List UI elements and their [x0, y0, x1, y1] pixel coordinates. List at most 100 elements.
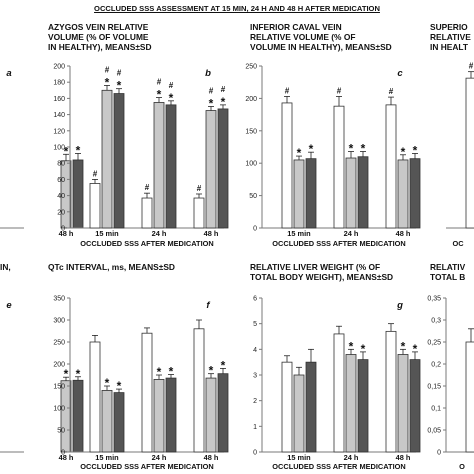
- panel8-y-tick-label: 0,25: [427, 340, 441, 347]
- panel3-significance-mark: *: [349, 142, 354, 156]
- panel2-significance-mark: *: [221, 95, 226, 109]
- panel8-x-axis-label: O: [459, 462, 465, 471]
- panel1-significance-mark: *: [64, 144, 69, 158]
- panel6-y-tick-label: 50: [57, 428, 65, 435]
- panel5-significance-mark: *: [64, 367, 69, 381]
- panel3-bar: [345, 157, 357, 229]
- panel7-y-tick-label: 2: [253, 398, 257, 405]
- panel6-bar: [89, 341, 101, 453]
- panel4-title-line: SUPERIO: [430, 22, 468, 32]
- panel2-bar: [193, 197, 205, 229]
- panel8-title-line: RELATIV: [430, 262, 466, 272]
- panel6-bar: [205, 377, 217, 453]
- panel3-significance-mark: *: [309, 142, 314, 156]
- panel7-bar: [281, 361, 293, 453]
- panel7-y-tick-label: 3: [253, 373, 257, 380]
- panel6-y-tick-label: 100: [53, 406, 65, 413]
- panel3-significance-mark: *: [413, 143, 418, 157]
- panel2-category-label: 15 min: [95, 229, 119, 238]
- panel3-y-tick-label: 150: [245, 128, 257, 135]
- panel6-y-tick-label: 250: [53, 340, 65, 347]
- panel3-bar: [397, 159, 409, 229]
- panel5-bar: [72, 379, 84, 453]
- panel2-category-label: 48 h: [204, 229, 219, 238]
- panel3-significance-mark: #: [389, 87, 394, 96]
- panel6-y-tick-label: 350: [53, 296, 65, 303]
- panel8-y-tick-label: 0,1: [431, 406, 441, 413]
- panel6-bar: [141, 332, 153, 453]
- panel4-bar: [465, 77, 474, 229]
- panel7-y-tick-label: 6: [253, 296, 257, 303]
- panel3-significance-mark: #: [285, 86, 290, 95]
- panel6-x-axis-label: OCCLUDED SSS AFTER MEDICATION: [80, 462, 213, 471]
- panel2-y-tick-label: 140: [53, 112, 65, 119]
- page-title: OCCLUDED SSS ASSESSMENT AT 15 MIN, 24 H …: [94, 4, 380, 13]
- panel3-significance-mark: *: [361, 142, 366, 156]
- panel3-letter: c: [397, 68, 403, 79]
- panel7-category-label: 48 h: [396, 453, 411, 462]
- panel8-title-line: TOTAL B: [430, 272, 465, 282]
- panel3-category-label: 15 min: [287, 229, 311, 238]
- panel3-y-tick-label: 0: [253, 226, 257, 233]
- panel2-y-tick-label: 120: [53, 128, 65, 135]
- panel7-bar: [385, 330, 397, 453]
- panel6-y-tick-label: 0: [61, 450, 65, 457]
- panel6-significance-mark: *: [209, 364, 214, 378]
- panel4-title-line: RELATIVE: [430, 32, 471, 42]
- panel3-bar: [357, 156, 369, 229]
- panel7-y-tick-label: 5: [253, 321, 257, 328]
- panel4-title-line: IN HEALT: [430, 42, 469, 52]
- panel6-significance-mark: *: [105, 376, 110, 390]
- panel6-letter: f: [206, 300, 210, 311]
- panel6-category-label: 48 h: [204, 453, 219, 462]
- panel3-y-tick-label: 250: [245, 64, 257, 71]
- panel5-category-label: 48 h: [59, 453, 74, 462]
- panel8-y-tick-label: 0,05: [427, 428, 441, 435]
- panel2-category-label: 24 h: [152, 229, 167, 238]
- panel6-category-label: 24 h: [152, 453, 167, 462]
- panel7-bar: [333, 333, 345, 453]
- panel4-significance-mark: #: [469, 62, 474, 71]
- panel6-bar: [165, 377, 177, 453]
- panel3-x-axis-label: OCCLUDED SSS AFTER MEDICATION: [272, 239, 405, 248]
- panel2-bar: [153, 102, 165, 229]
- panel7-significance-mark: *: [361, 342, 366, 356]
- panel2-y-tick-label: 60: [57, 177, 65, 184]
- panel3-y-tick-label: 50: [249, 193, 257, 200]
- panel2-y-tick-label: 0: [61, 226, 65, 233]
- panel2-title-line: IN HEALTHY), MEANS±SD: [48, 42, 152, 52]
- panel2-title-line: AZYGOS VEIN RELATIVE: [48, 22, 149, 32]
- panel2-significance-mark: #: [105, 65, 110, 74]
- panel2-significance-mark: #: [221, 85, 226, 94]
- panel2-bar: [165, 104, 177, 229]
- panel6-category-label: 15 min: [95, 453, 119, 462]
- panel2-x-axis-label: OCCLUDED SSS AFTER MEDICATION: [80, 239, 213, 248]
- panel8-y-tick-label: 0,15: [427, 384, 441, 391]
- panel7-y-tick-label: 4: [253, 347, 257, 354]
- panel2-significance-mark: *: [209, 97, 214, 111]
- panel3-bar: [409, 158, 421, 229]
- panel2-significance-mark: *: [117, 79, 122, 93]
- panel2-y-tick-label: 20: [57, 209, 65, 216]
- panel2-significance-mark: #: [169, 81, 174, 90]
- panel2-significance-mark: #: [157, 78, 162, 87]
- panel1-category-label: 48 h: [59, 229, 74, 238]
- panel3-y-tick-label: 100: [245, 161, 257, 168]
- panel5-letter: e: [6, 300, 12, 311]
- panel2-y-tick-label: 40: [57, 193, 65, 200]
- panel7-bar: [409, 359, 421, 453]
- panel2-bar: [217, 108, 229, 229]
- panel8-y-tick-label: 0: [437, 450, 441, 457]
- panel3-bar: [293, 159, 305, 229]
- panel1-letter: a: [6, 68, 11, 79]
- panel2-bar: [89, 183, 101, 229]
- panel2-y-tick-label: 100: [53, 145, 65, 152]
- panel2-bar: [205, 110, 217, 229]
- panel2-bar: [101, 89, 113, 229]
- panel7-y-tick-label: 1: [253, 424, 257, 431]
- panel3-significance-mark: #: [337, 86, 342, 95]
- panel7-title-line: RELATIVE LIVER WEIGHT (% OF: [250, 262, 380, 272]
- panel3-title-line: VOLUME IN HEALTHY), MEANS±SD: [250, 42, 392, 52]
- panel7-x-axis-label: OCCLUDED SSS AFTER MEDICATION: [272, 462, 405, 471]
- panel4-x-axis-label: OC: [452, 239, 464, 248]
